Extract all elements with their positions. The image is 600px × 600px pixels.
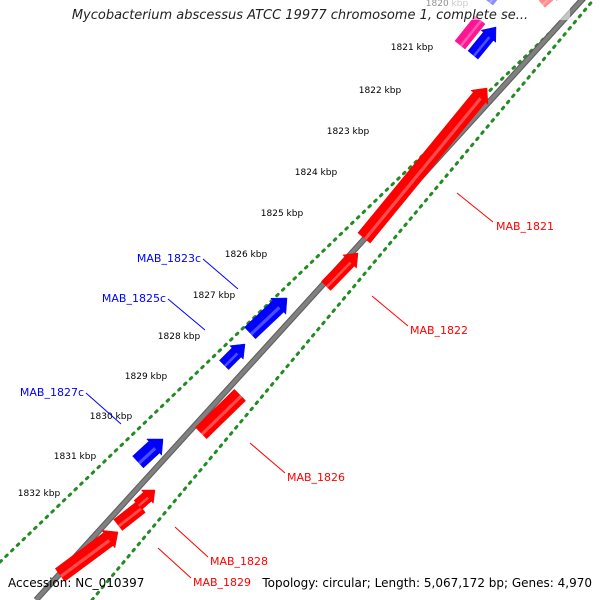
gene-mab-1825c[interactable] [219, 343, 246, 370]
label-mab-1821: MAB_1821 [496, 220, 554, 233]
gene-mab-1823c-shine [249, 306, 281, 336]
tick-label-1826-kbp: 1826 kbp [225, 250, 268, 260]
label-mab-1825c: MAB_1825c [102, 292, 166, 305]
label-mab-1826: MAB_1826 [287, 471, 345, 484]
gene-feature-1-shine [460, 19, 483, 47]
tick-label-1832-kbp: 1832 kbp [18, 489, 61, 499]
tick-label-1825-kbp: 1825 kbp [261, 209, 304, 219]
leader-mab-1826 [249, 442, 286, 474]
edge-fade [450, 0, 570, 20]
tick-label-1827-kbp: 1827 kbp [193, 291, 236, 301]
tick-label-1820-kbp: 1820 kbp [426, 0, 469, 9]
tick-label-1821-kbp: 1821 kbp [391, 43, 434, 53]
gene-mab-1825c-shine [223, 352, 239, 367]
gene-mab-1828-shine [118, 507, 143, 528]
gene-mab-1823c[interactable] [244, 297, 288, 340]
gene-mab-1829-shine [59, 539, 111, 578]
genome-summary: Topology: circular; Length: 5,067,172 bp… [262, 576, 592, 590]
map-title: Mycobacterium abscessus ATCC 19977 chrom… [71, 8, 529, 23]
gene-feature-2[interactable] [467, 26, 497, 60]
gene-mab-1826-shine [200, 394, 243, 436]
leader-mab-1827c [85, 392, 122, 425]
leader-mab-1825c [167, 298, 206, 331]
label-mab-1822: MAB_1822 [410, 324, 468, 337]
gene-mab-1822-shine [325, 261, 352, 288]
leader-mab-1828 [174, 526, 209, 558]
tick-label-1831-kbp: 1831 kbp [54, 452, 97, 462]
leader-mab-1829 [157, 547, 192, 579]
leader-mab-1822 [371, 295, 409, 327]
outer-tick-track [90, 0, 596, 600]
label-mab-1829: MAB_1829 [193, 576, 251, 589]
leader-mab-1823c [202, 258, 239, 290]
gene-mab-1822[interactable] [320, 252, 359, 291]
gene-feature-12[interactable] [133, 489, 156, 510]
tick-label-1823-kbp: 1823 kbp [327, 127, 370, 137]
label-mab-1823c: MAB_1823c [137, 252, 201, 265]
gene-mab-1827c-shine [138, 447, 157, 465]
gene-mab-1829[interactable] [54, 530, 119, 582]
tick-label-1828-kbp: 1828 kbp [158, 332, 201, 342]
gene-mab-1826[interactable] [195, 388, 246, 440]
tick-label-1824-kbp: 1824 kbp [295, 168, 338, 178]
tick-label-1822-kbp: 1822 kbp [359, 86, 402, 96]
leader-mab-1821 [456, 192, 494, 223]
accession-label: Accession: NC_010397 [8, 576, 145, 590]
tick-label-1830-kbp: 1830 kbp [90, 412, 133, 422]
label-mab-1827c: MAB_1827c [20, 386, 84, 399]
gene-mab-1821[interactable] [357, 87, 489, 244]
gene-feature-12-shine [137, 496, 149, 507]
label-mab-1828: MAB_1828 [210, 555, 268, 568]
gene-feature-2-shine [473, 36, 491, 57]
gene-mab-1821-shine [364, 97, 482, 241]
backbone-line [34, 0, 585, 600]
tick-label-1829-kbp: 1829 kbp [125, 372, 168, 382]
gene-mab-1827c[interactable] [132, 438, 164, 469]
